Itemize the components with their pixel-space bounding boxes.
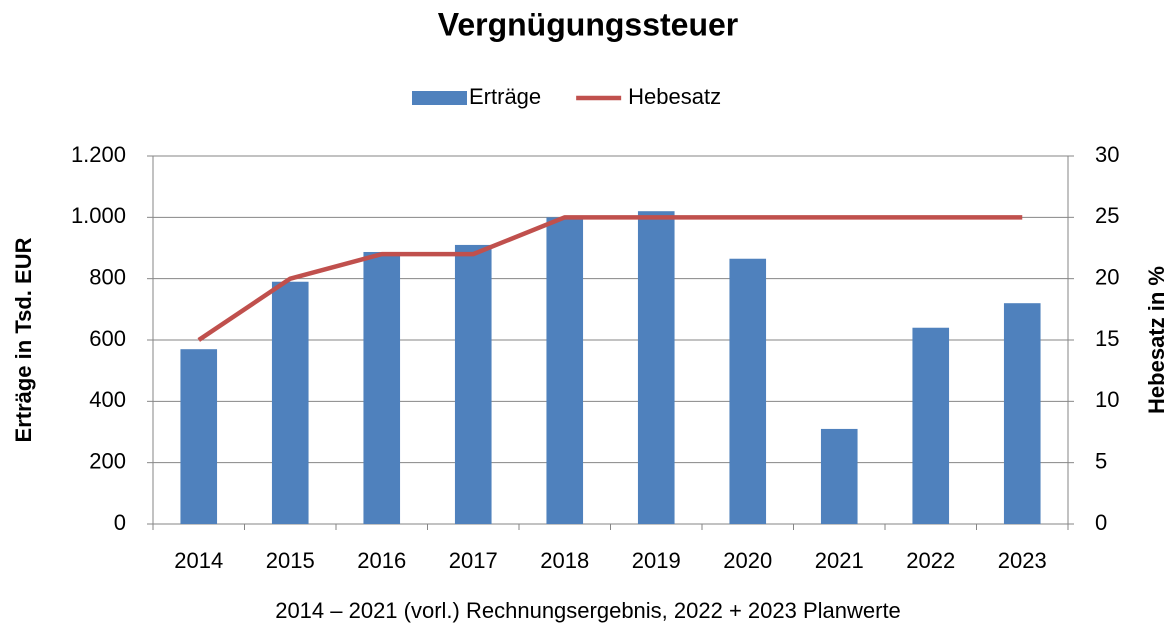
y2-tick-label: 5 [1095, 448, 1107, 473]
x-tick-label: 2014 [174, 548, 223, 573]
y-tick-label: 1.200 [71, 142, 126, 167]
x-tick-label: 2023 [998, 548, 1047, 573]
y-tick-label: 800 [89, 264, 126, 289]
x-tick-label: 2018 [540, 548, 589, 573]
x-tick-label: 2016 [357, 548, 406, 573]
annotation: 2014 – 2021 (vorl.) Rechnungsergebnis, 2… [275, 598, 901, 623]
y2-tick-label: 25 [1095, 203, 1119, 228]
y-tick-label: 0 [114, 510, 126, 535]
bar [363, 251, 401, 524]
y2-tick-label: 15 [1095, 326, 1119, 351]
y2-tick-label: 30 [1095, 142, 1119, 167]
x-tick-label: 2019 [632, 548, 681, 573]
bar [180, 349, 218, 524]
line [197, 215, 1023, 342]
bar [546, 217, 584, 525]
y-axis-label: Erträge in Tsd. EUR [11, 237, 36, 442]
y2-tick-label: 10 [1095, 387, 1119, 412]
y2-axis-label: Hebesatz in % [1144, 266, 1169, 414]
bar [637, 211, 675, 524]
chart-title: Vergnügungssteuer [438, 6, 739, 42]
legend-swatch [412, 91, 467, 105]
x-tick-label: 2022 [906, 548, 955, 573]
y-tick-label: 400 [89, 387, 126, 412]
y2-tick-label: 20 [1095, 264, 1119, 289]
bar [729, 258, 767, 524]
y-tick-label: 200 [89, 448, 126, 473]
legend-label: Erträge [469, 84, 541, 109]
x-tick-label: 2020 [723, 548, 772, 573]
x-tick-label: 2017 [449, 548, 498, 573]
bar [454, 244, 492, 524]
x-tick-label: 2021 [815, 548, 864, 573]
y-tick-label: 600 [89, 326, 126, 351]
bar [1003, 303, 1041, 524]
x-tick-label: 2015 [266, 548, 315, 573]
legend-label: Hebesatz [628, 84, 721, 109]
y-tick-label: 1.000 [71, 203, 126, 228]
bar [820, 428, 858, 524]
bar [271, 281, 309, 524]
bar [912, 327, 950, 524]
y2-tick-label: 0 [1095, 510, 1107, 535]
